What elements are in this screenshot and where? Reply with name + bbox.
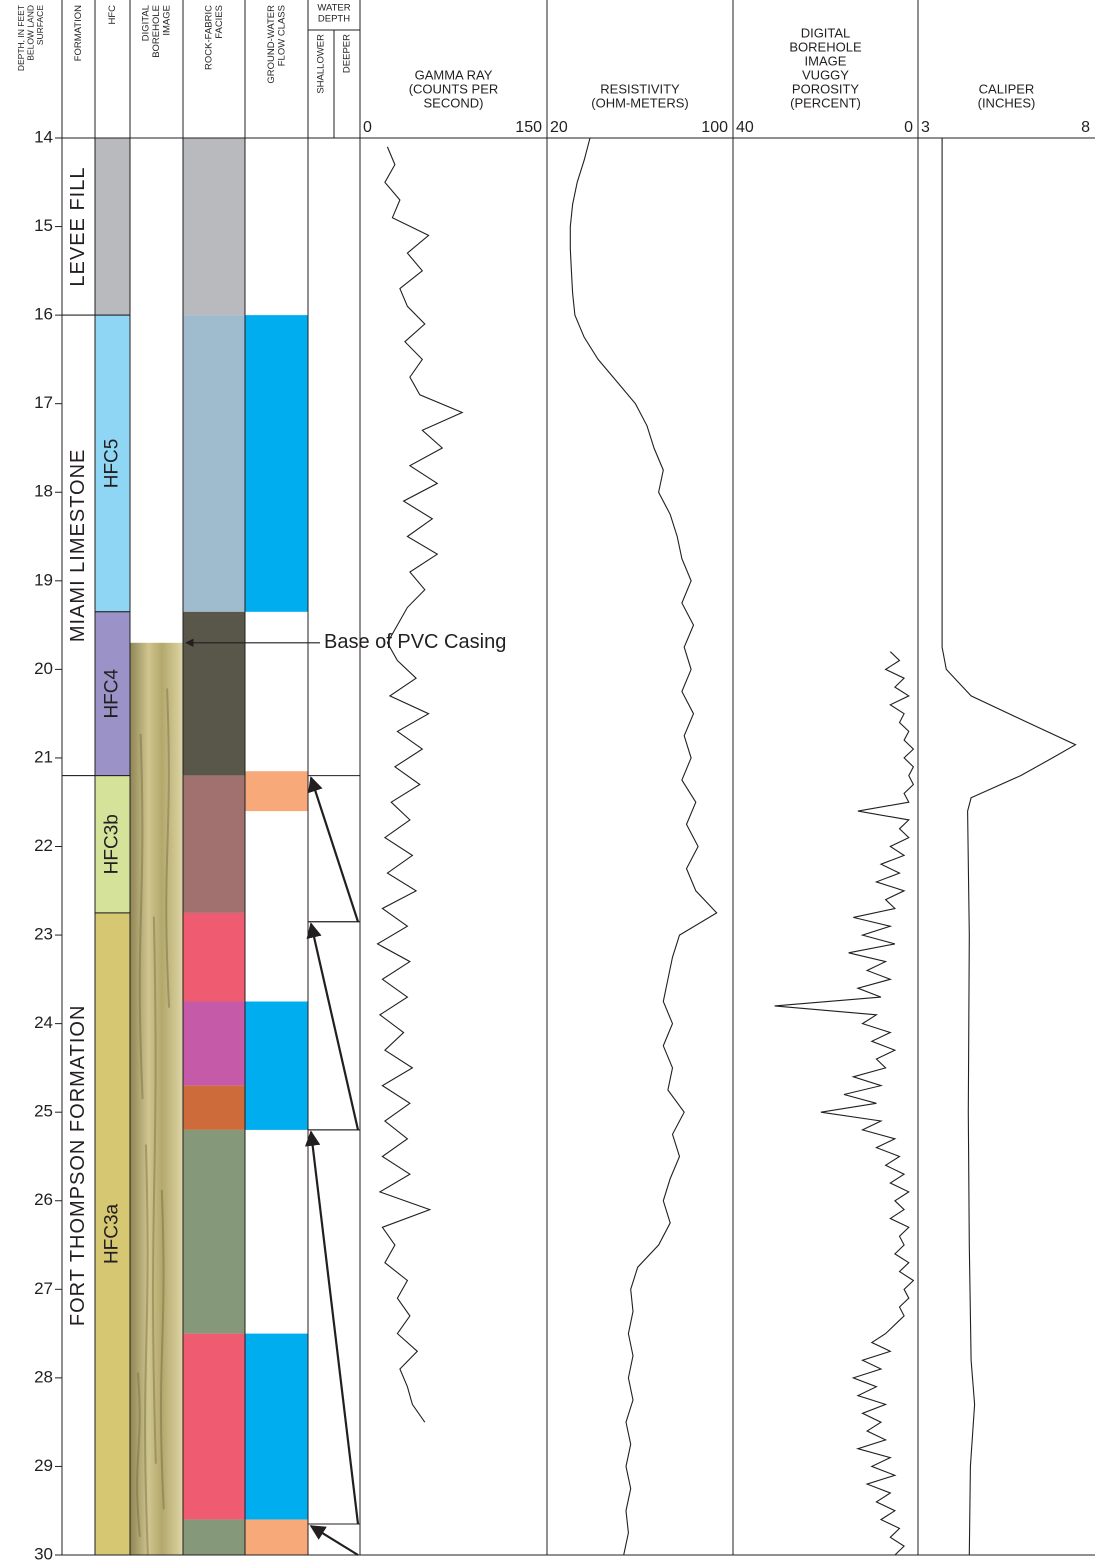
y-tick-label: 28 [34,1367,53,1386]
water-depth-label: SHALLOWER [316,34,327,94]
y-tick-label: 23 [34,925,53,944]
curve [774,651,915,1556]
facies-interval [183,611,245,776]
x-tick-label: 3 [921,119,930,136]
borehole-image [130,642,183,1555]
annotation-text: Base of PVC Casing [324,631,506,653]
water-depth-arrow [305,1130,360,1525]
x-tick-label: 150 [515,119,542,136]
column-header: DEPTH [318,14,350,25]
flow-class-interval [245,1333,308,1520]
curve-header: IMAGE [805,53,847,68]
column-header: WATER [317,3,350,14]
water-depth-arrow [309,1525,359,1556]
curve-header: VUGGY [802,67,849,82]
y-tick-label: 14 [34,127,53,146]
y-tick-label: 30 [34,1544,53,1560]
column-header: FORMATION [73,5,84,61]
facies-interval [183,912,245,1002]
y-tick-label: 15 [34,216,53,235]
water-depth-label: DEEPER [342,34,353,73]
curve-header: (OHM-METERS) [591,95,689,110]
texture-streak [136,1372,141,1537]
flow-class-interval [245,771,308,812]
facies-interval [183,1001,245,1086]
formation-label: LEVEE FILL [67,167,89,287]
curve-header: (PERCENT) [790,95,861,110]
hfc-label: HFC4 [102,668,123,718]
curve-header: DIGITAL [801,25,851,40]
x-tick-label: 0 [363,119,372,136]
curve-header: RESISTIVITY [600,81,680,96]
y-tick-label: 22 [34,836,53,855]
curve-header: POROSITY [792,81,860,96]
curve-header: (INCHES) [978,95,1036,110]
y-tick-label: 29 [34,1456,53,1475]
texture-streak [159,1190,165,1510]
curve-header: BOREHOLE [789,39,862,54]
facies-interval [183,1519,245,1555]
y-tick-label: 16 [34,305,53,324]
texture-streak [165,688,171,1008]
curve-header: CALIPER [979,81,1035,96]
hfc-label: HFC3b [102,814,123,874]
water-depth-arrow [306,922,360,1131]
y-tick-label: 18 [34,482,53,501]
column-header: BELOW LAND [25,5,35,61]
column-header: DIGITAL [141,5,152,41]
water-depth-arrow [307,776,360,923]
texture-streak [152,916,157,1464]
x-tick-label: 100 [701,119,728,136]
hfc-interval [94,137,131,316]
y-tick-label: 24 [34,1013,53,1032]
facies-interval [183,1333,245,1520]
hfc-interval [94,775,131,914]
facies-interval [183,1085,245,1130]
column-header: FACIES [214,5,225,39]
column-header: SURFACE [35,5,45,45]
hfc-label: HFC5 [102,439,123,489]
y-tick-label: 26 [34,1190,53,1209]
x-tick-label: 0 [904,119,913,136]
column-header: ROCK-FABRIC [203,5,214,70]
texture-streak [138,733,144,1099]
flow-class-interval [245,1519,308,1555]
x-tick-label: 20 [550,119,568,136]
column-header: HFC [107,5,118,25]
curve-header: GAMMA RAY [415,67,493,82]
facies-interval [183,1129,245,1334]
y-tick-label: 19 [34,570,53,589]
facies-interval [183,315,245,612]
x-tick-label: 40 [736,119,754,136]
y-tick-label: 17 [34,393,53,412]
facies-interval [183,775,245,913]
formation-label: MIAMI LIMESTONE [67,449,89,643]
y-tick-label: 21 [34,747,53,766]
facies-interval [183,138,245,316]
x-tick-label: 8 [1081,119,1090,136]
flow-class-interval [245,1001,308,1130]
curve-header: (COUNTS PER [409,81,499,96]
column-header: GROUND-WATER [266,5,277,84]
curve [569,137,718,1556]
column-header: FLOW CLASS [276,5,287,66]
texture-streak [144,1144,149,1556]
formation-label: FORT THOMPSON FORMATION [67,1005,89,1327]
y-tick-label: 25 [34,1102,53,1121]
y-tick-label: 20 [34,659,53,678]
curve-header: SECOND) [424,95,484,110]
flow-class-interval [245,315,308,612]
curve [376,146,464,1423]
curve [941,138,1077,1556]
column-header: BOREHOLE [151,5,162,58]
borehole-texture [136,688,171,1556]
column-header: DEPTH, IN FEET [16,5,26,71]
hfc-interval [94,912,131,1556]
y-tick-label: 27 [34,1279,53,1298]
column-header: IMAGE [162,5,173,36]
hfc-label: HFC3a [102,1203,123,1264]
